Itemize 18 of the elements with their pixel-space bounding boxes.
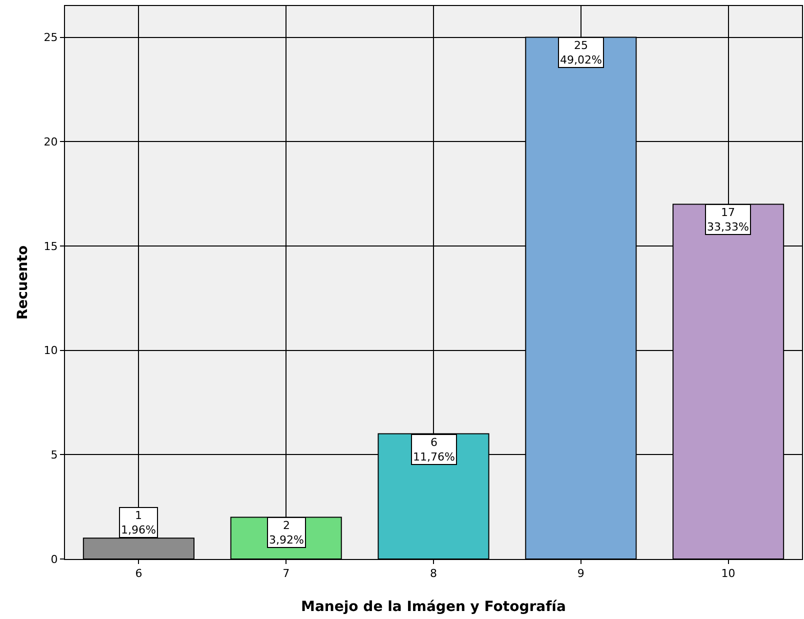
y-tick-label: 15 (44, 240, 58, 253)
y-tick-label: 0 (50, 552, 58, 566)
y-tick-label: 20 (44, 135, 58, 148)
x-tick-label: 8 (430, 567, 437, 580)
y-axis-title: Recuento (15, 244, 31, 320)
x-tick-label: 7 (282, 567, 290, 580)
y-tick-label: 25 (44, 31, 58, 44)
x-tick-label: 10 (721, 567, 736, 580)
data-label: 25 49,02% (560, 39, 602, 66)
data-label: 6 11,76% (413, 436, 455, 464)
y-tick-label: 5 (50, 448, 58, 462)
x-tick-label: 9 (577, 567, 584, 580)
y-tick-label: 10 (44, 344, 58, 358)
data-label: 2 3,92% (269, 519, 304, 546)
data-label: 1 1,96% (121, 509, 156, 536)
x-tick-label: 6 (135, 567, 142, 580)
data-label: 17 33,33% (707, 206, 749, 234)
x-axis-title: Manejo de la Imágen y Fotografía (301, 599, 566, 615)
